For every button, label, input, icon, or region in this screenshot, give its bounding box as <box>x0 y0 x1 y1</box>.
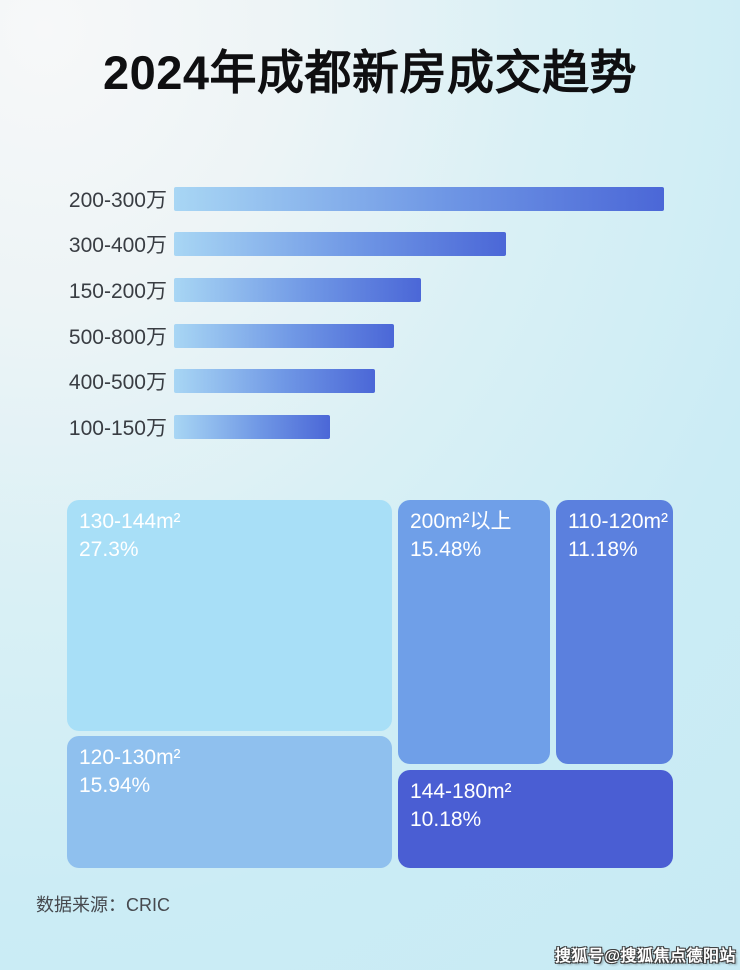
tile-label: 200m²以上 <box>410 510 512 533</box>
treemap-tile: 110-120m² 11.18% <box>556 500 673 764</box>
tile-value: 15.48% <box>410 538 482 562</box>
bar-track <box>174 232 689 257</box>
bar <box>174 277 421 302</box>
price-bar-chart: 200-300万 300-400万 150-200万 500-800万 400-… <box>57 176 689 450</box>
bar-row: 150-200万 <box>57 267 689 313</box>
tile-label: 120-130m² <box>79 746 181 769</box>
treemap-tile: 200m²以上 15.48% <box>398 500 550 764</box>
tile-value: 10.18% <box>410 808 482 832</box>
data-source: 数据来源：CRIC <box>36 895 170 915</box>
bar-row: 400-500万 <box>57 358 689 404</box>
tile-value: 15.94% <box>79 774 151 798</box>
bar-label: 500-800万 <box>68 325 167 349</box>
tile-label: 130-144m² <box>79 510 181 533</box>
bar-track <box>174 414 689 439</box>
bar-track <box>174 186 689 211</box>
tile-label: 144-180m² <box>410 780 512 803</box>
watermark: 搜狐号@搜狐焦点德阳站 <box>554 948 736 965</box>
bar-label: 400-500万 <box>68 371 167 395</box>
bar-row: 100-150万 <box>57 404 689 450</box>
bar-row: 300-400万 <box>57 222 689 268</box>
bar-track <box>174 277 689 302</box>
bar <box>174 414 330 439</box>
bar-label: 200-300万 <box>68 188 167 212</box>
bar-label: 100-150万 <box>68 416 167 440</box>
tile-label: 110-120m² <box>568 510 668 533</box>
treemap-tile: 144-180m² 10.18% <box>398 770 673 868</box>
bar-label: 300-400万 <box>68 234 167 258</box>
bar <box>174 232 506 257</box>
tile-value: 11.18% <box>568 538 638 562</box>
bar-label: 150-200万 <box>68 279 167 303</box>
bar <box>174 369 375 394</box>
bar <box>174 323 394 348</box>
page-title: 2024年成都新房成交趋势 <box>102 46 638 99</box>
treemap-tile: 120-130m² 15.94% <box>67 736 392 868</box>
bar-row: 500-800万 <box>57 313 689 359</box>
bar-track <box>174 369 689 394</box>
bar-row: 200-300万 <box>57 176 689 222</box>
bar <box>174 186 664 211</box>
treemap-tile: 130-144m² 27.3% <box>67 500 392 731</box>
area-share-treemap: 130-144m² 27.3% 120-130m² 15.94% 200m²以上… <box>67 500 673 868</box>
tile-value: 27.3% <box>79 538 139 562</box>
bar-track <box>174 323 689 348</box>
